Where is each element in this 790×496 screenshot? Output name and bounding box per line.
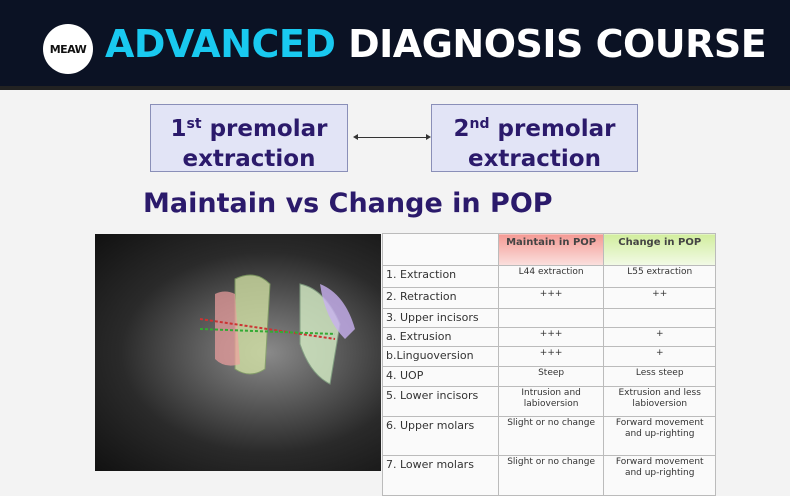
- table-cell: Forward movement and up-righting: [603, 416, 716, 456]
- cephalometric-xray-image: [95, 234, 381, 471]
- row-label: 3. Upper incisors: [382, 308, 499, 328]
- slide-title: Maintain vs Change in POP: [143, 188, 553, 219]
- table-cell: Slight or no change: [497, 455, 605, 496]
- course-title: ADVANCED DIAGNOSIS COURSE: [105, 22, 767, 66]
- row-label: b.Linguoversion: [382, 346, 499, 367]
- table-cell: [603, 308, 716, 328]
- table-row: 3. Upper incisors: [382, 308, 716, 328]
- table-row: a. Extrusion +++ +: [382, 327, 716, 347]
- meaw-logo: MEAW: [43, 24, 93, 74]
- table-cell: +++: [497, 287, 605, 309]
- table-row: 2. Retraction +++ ++: [382, 287, 716, 309]
- row-label: 1. Extraction: [382, 265, 499, 288]
- header-maintain: Maintain in POP: [497, 233, 605, 266]
- table-row: 5. Lower incisors Intrusion and labiovers…: [382, 386, 716, 417]
- table-row: 1. Extraction L44 extraction L55 extractio…: [382, 265, 716, 288]
- table-row: b.Linguoversion +++ +: [382, 346, 716, 367]
- second-premolar-box: 2nd premolar extraction: [431, 104, 638, 172]
- row-label: 5. Lower incisors: [382, 386, 499, 417]
- header-banner: MEAW ADVANCED DIAGNOSIS COURSE: [0, 0, 790, 90]
- table-cell: [497, 308, 605, 328]
- table-cell: Slight or no change: [497, 416, 605, 456]
- table-cell: +++: [497, 327, 605, 347]
- double-arrow-icon: [353, 134, 431, 140]
- teeth-overlay: [199, 274, 355, 385]
- row-label: a. Extrusion: [382, 327, 499, 347]
- table-cell: Less steep: [603, 366, 716, 387]
- first-premolar-box: 1st premolar extraction: [150, 104, 348, 172]
- row-label: 7. Lower molars: [382, 455, 499, 496]
- table-cell: ++: [603, 287, 716, 309]
- table-cell: Steep: [497, 366, 605, 387]
- header-change: Change in POP: [603, 233, 716, 266]
- row-label: 4. UOP: [382, 366, 499, 387]
- table-cell: +: [603, 346, 716, 367]
- row-label: 6. Upper molars: [382, 416, 499, 456]
- table-cell: Extrusion and less labioversion: [603, 386, 716, 417]
- table-row: 4. UOP Steep Less steep: [382, 366, 716, 387]
- table-cell: L55 extraction: [603, 265, 716, 288]
- table-row: 6. Upper molars Slight or no change Forwar…: [382, 416, 716, 456]
- table-cell: +++: [497, 346, 605, 367]
- table-cell: L44 extraction: [497, 265, 605, 288]
- comparison-table: Maintain in POP Change in POP 1. Extract…: [382, 233, 716, 496]
- row-label: 2. Retraction: [382, 287, 499, 309]
- header-empty: [382, 233, 499, 266]
- table-cell: +: [603, 327, 716, 347]
- table-cell: Intrusion and labioversion: [497, 386, 605, 417]
- table-cell: Forward movement and up-righting: [603, 455, 716, 496]
- table-row: 7. Lower molars Slight or no change Forwar…: [382, 455, 716, 496]
